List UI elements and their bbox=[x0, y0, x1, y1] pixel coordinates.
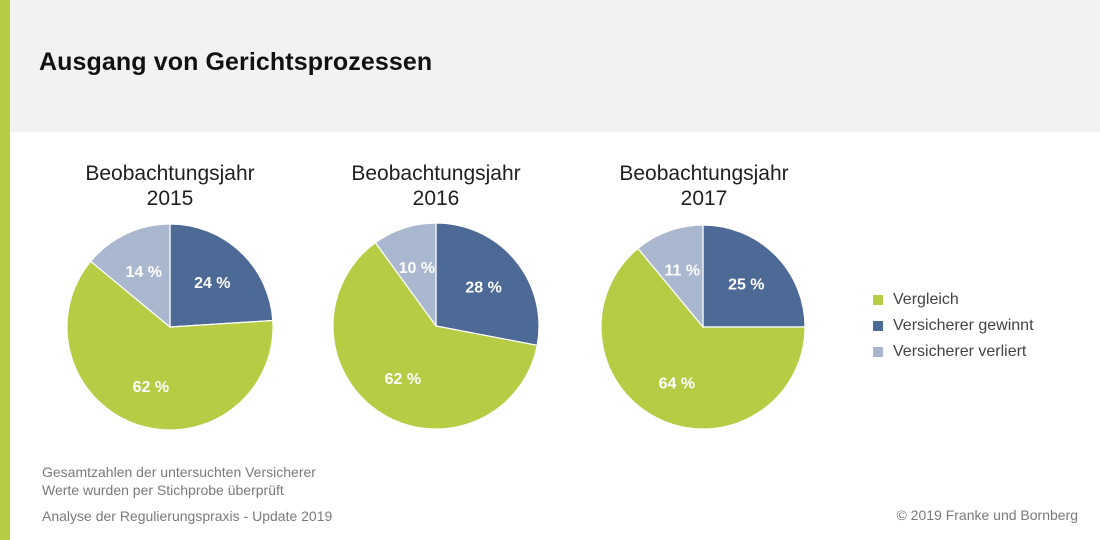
pie-2-slice-1 bbox=[600, 247, 806, 430]
pie-title-2-line1: Beobachtungsjahr bbox=[619, 162, 789, 185]
legend: Vergleich Versicherer gewinnt Versichere… bbox=[873, 287, 1034, 365]
pie-1-slice-0-label: 28 % bbox=[465, 280, 501, 297]
pie-1-slice-2-label: 10 % bbox=[399, 260, 435, 277]
accent-bar bbox=[0, 0, 10, 540]
pie-title-2: Beobachtungsjahr 2017 bbox=[584, 161, 824, 211]
footnote-source: Analyse der Regulierungspraxis - Update … bbox=[42, 508, 333, 524]
legend-label-versicherer-verliert: Versicherer verliert bbox=[893, 343, 1027, 360]
pie-1-slice-1-label: 62 % bbox=[385, 371, 421, 388]
legend-label-versicherer-gewinnt: Versicherer gewinnt bbox=[893, 317, 1034, 334]
chart-title: Ausgang von Gerichtsprozessen bbox=[39, 48, 433, 76]
pie-0-slice-1-label: 62 % bbox=[133, 379, 169, 396]
footnote-sample: Werte wurden per Stichprobe überprüft bbox=[42, 482, 284, 498]
pie-title-0-line1: Beobachtungsjahr bbox=[85, 162, 255, 185]
pie-title-0: Beobachtungsjahr 2015 bbox=[50, 161, 290, 211]
pie-title-1-line2: 2016 bbox=[412, 187, 460, 210]
pie-2-slice-2 bbox=[637, 224, 704, 329]
legend-swatch-versicherer-gewinnt bbox=[873, 321, 883, 331]
pie-title-0-line2: 2015 bbox=[146, 187, 194, 210]
pie-1-slice-0 bbox=[435, 222, 540, 347]
legend-label-vergleich: Vergleich bbox=[893, 291, 959, 308]
pie-0-slice-2-label: 14 % bbox=[125, 264, 161, 281]
legend-swatch-vergleich bbox=[873, 295, 883, 305]
pie-0-slice-0-label: 24 % bbox=[194, 275, 230, 292]
legend-item-vergleich: Vergleich bbox=[873, 287, 1034, 313]
pie-0-slice-1 bbox=[66, 260, 274, 431]
pie-title-1: Beobachtungsjahr 2016 bbox=[316, 161, 556, 211]
copyright: © 2019 Franke und Bornberg bbox=[896, 507, 1078, 523]
pie-2-slice-0-label: 25 % bbox=[728, 277, 764, 294]
pie-title-2-line2: 2017 bbox=[680, 187, 728, 210]
pie-2-slice-2-label: 11 % bbox=[665, 262, 701, 279]
pie-title-1-line1: Beobachtungsjahr bbox=[351, 162, 521, 185]
footnote-totals: Gesamtzahlen der untersuchten Versichere… bbox=[42, 464, 316, 480]
pie-1-slice-2 bbox=[374, 222, 437, 328]
legend-swatch-versicherer-verliert bbox=[873, 347, 883, 357]
pie-2-slice-0 bbox=[702, 224, 806, 328]
pie-1-slice-1 bbox=[332, 241, 538, 430]
pie-0-slice-0 bbox=[169, 223, 274, 328]
legend-item-versicherer-verliert: Versicherer verliert bbox=[873, 339, 1034, 365]
header-band bbox=[10, 0, 1100, 132]
legend-item-versicherer-gewinnt: Versicherer gewinnt bbox=[873, 313, 1034, 339]
pie-0-slice-2 bbox=[89, 223, 171, 329]
pie-2-slice-1-label: 64 % bbox=[659, 375, 695, 392]
